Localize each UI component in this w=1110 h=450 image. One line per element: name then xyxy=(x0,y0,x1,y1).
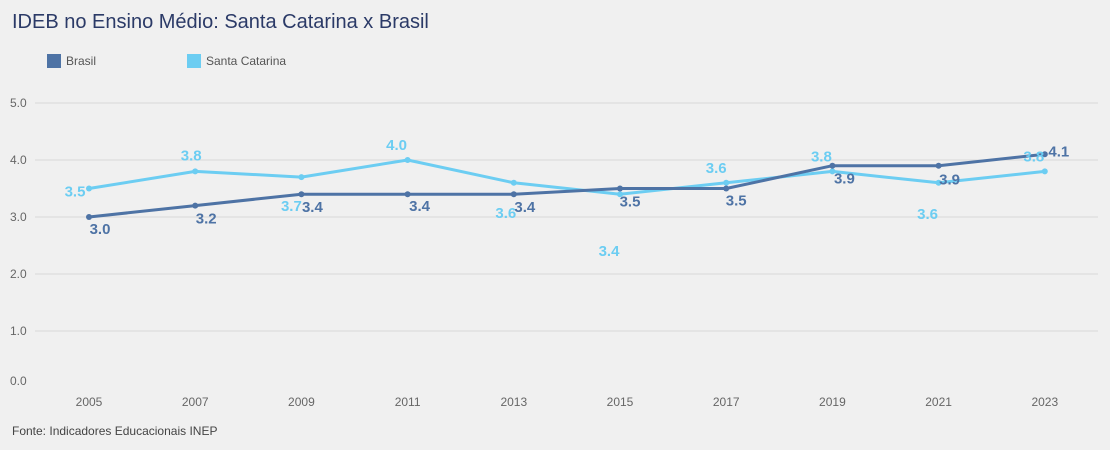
data-label-brasil: 3.0 xyxy=(90,221,111,238)
y-tick-label: 5.0 xyxy=(10,96,27,110)
data-label-santa-catarina: 3.8 xyxy=(181,147,202,164)
data-point-santa-catarina xyxy=(86,185,92,192)
data-label-santa-catarina: 3.6 xyxy=(917,206,938,223)
data-label-brasil: 3.2 xyxy=(196,211,217,228)
data-point-santa-catarina xyxy=(298,174,305,181)
data-point-brasil xyxy=(86,214,92,220)
legend-label-santa-catarina: Santa Catarina xyxy=(206,54,287,68)
x-tick-label: 2005 xyxy=(76,395,103,409)
x-tick-label: 2019 xyxy=(819,395,846,409)
data-label-santa-catarina: 4.0 xyxy=(386,137,407,154)
legend-item-santa-catarina[interactable]: Santa Catarina xyxy=(187,54,327,68)
x-tick-label: 2021 xyxy=(925,395,952,409)
data-label-santa-catarina: 3.4 xyxy=(599,243,621,260)
data-label-brasil: 3.9 xyxy=(939,172,960,189)
data-label-brasil: 3.5 xyxy=(620,194,641,211)
series-line-santa-catarina xyxy=(87,158,1047,196)
legend: Brasil Santa Catarina xyxy=(47,54,327,68)
data-label-santa-catarina: 3.7 xyxy=(281,198,302,215)
data-label-santa-catarina: 3.6 xyxy=(495,205,516,222)
data-point-santa-catarina xyxy=(723,179,730,186)
data-point-santa-catarina xyxy=(829,168,836,175)
data-point-santa-catarina xyxy=(510,179,517,186)
data-label-brasil: 3.5 xyxy=(726,193,747,210)
data-point-brasil xyxy=(935,162,942,169)
data-point-brasil xyxy=(404,191,411,198)
data-label-santa-catarina: 3.8 xyxy=(1023,148,1044,165)
legend-item-brasil[interactable]: Brasil xyxy=(47,54,187,68)
y-tick-label: 4.0 xyxy=(10,153,27,167)
data-point-santa-catarina xyxy=(404,157,411,163)
data-point-brasil xyxy=(192,202,199,209)
legend-swatch-santa-catarina xyxy=(187,54,201,68)
data-point-brasil xyxy=(298,191,305,198)
x-tick-label: 2011 xyxy=(395,395,421,409)
x-tick-label: 2023 xyxy=(1031,395,1058,409)
data-point-santa-catarina xyxy=(617,191,623,198)
series-line-brasil xyxy=(87,152,1047,219)
data-label-santa-catarina: 3.5 xyxy=(65,184,86,201)
data-point-brasil xyxy=(510,191,517,198)
data-point-brasil xyxy=(617,185,623,192)
data-point-brasil xyxy=(1041,151,1048,158)
data-point-brasil xyxy=(829,162,836,169)
data-label-brasil: 4.1 xyxy=(1048,143,1069,160)
data-point-santa-catarina xyxy=(935,179,942,186)
data-label-santa-catarina: 3.6 xyxy=(706,160,727,177)
legend-label-brasil: Brasil xyxy=(66,54,97,68)
data-label-brasil: 3.9 xyxy=(834,171,855,188)
x-tick-label: 2009 xyxy=(288,395,315,409)
y-tick-label: 0.0 xyxy=(10,374,27,388)
y-tick-label: 1.0 xyxy=(10,324,27,338)
x-tick-label: 2007 xyxy=(182,395,209,409)
data-point-santa-catarina xyxy=(192,168,199,175)
data-label-brasil: 3.4 xyxy=(409,198,431,215)
data-label-brasil: 3.4 xyxy=(514,199,536,216)
y-tick-label: 3.0 xyxy=(10,210,27,224)
data-point-brasil xyxy=(723,185,730,192)
x-tick-label: 2017 xyxy=(713,395,740,409)
data-label-santa-catarina: 3.8 xyxy=(811,148,832,165)
data-label-brasil: 3.4 xyxy=(302,199,324,216)
x-tick-label: 2013 xyxy=(500,395,527,409)
data-point-santa-catarina xyxy=(1041,168,1048,175)
legend-swatch-brasil xyxy=(47,54,61,68)
x-tick-label: 2015 xyxy=(607,395,634,409)
chart-title: IDEB no Ensino Médio: Santa Catarina x B… xyxy=(12,11,429,33)
y-tick-label: 2.0 xyxy=(10,267,27,281)
source-note: Fonte: Indicadores Educacionais INEP xyxy=(12,424,218,438)
